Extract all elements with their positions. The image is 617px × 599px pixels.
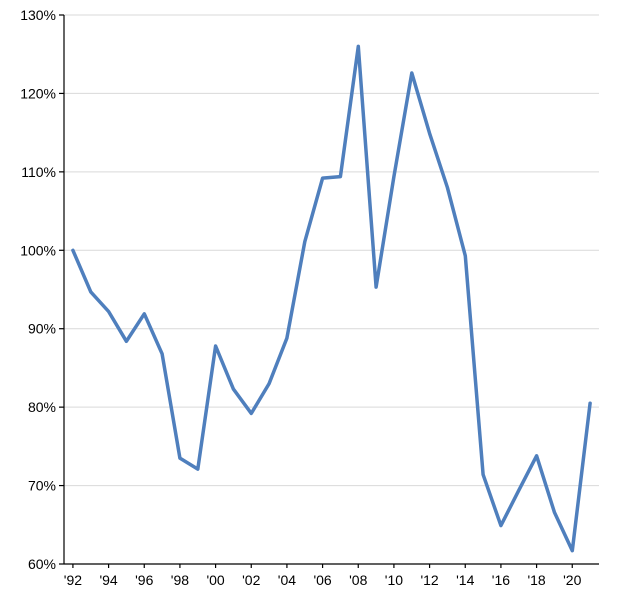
data-point bbox=[588, 401, 592, 405]
axes bbox=[59, 14, 599, 568]
data-point bbox=[107, 309, 111, 313]
y-tick-label: 60% bbox=[28, 556, 56, 572]
data-point bbox=[231, 387, 235, 391]
data-point bbox=[267, 382, 271, 386]
data-point bbox=[338, 175, 342, 179]
data-point bbox=[499, 524, 503, 528]
x-tick-label: '06 bbox=[313, 572, 331, 588]
x-tick-label: '20 bbox=[563, 572, 581, 588]
x-tick-label: '00 bbox=[206, 572, 224, 588]
data-point bbox=[160, 352, 164, 356]
y-tick-label: 100% bbox=[20, 242, 56, 258]
data-point bbox=[196, 467, 200, 471]
x-tick-label: '10 bbox=[385, 572, 403, 588]
y-axis-tick-labels: 60% 70% 80% 90% 100% 110% 120% 130% bbox=[20, 7, 56, 572]
data-point bbox=[356, 44, 360, 48]
data-point bbox=[392, 175, 396, 179]
y-tick-label: 130% bbox=[20, 7, 56, 23]
data-point bbox=[285, 336, 289, 340]
data-point bbox=[552, 510, 556, 514]
x-tick-label: '08 bbox=[349, 572, 367, 588]
x-axis-tick-labels: '92 '94 '96 '98 '00 '02 '04 '06 '08 '10 '12 '14 '16 '… bbox=[64, 572, 582, 588]
data-point bbox=[445, 186, 449, 190]
x-tick-label: '92 bbox=[64, 572, 82, 588]
x-tick-label: '16 bbox=[492, 572, 510, 588]
data-point bbox=[214, 344, 218, 348]
y-tick-label: 80% bbox=[28, 399, 56, 415]
x-tick-label: '98 bbox=[171, 572, 189, 588]
series-line bbox=[71, 44, 592, 553]
x-tick-label: '12 bbox=[420, 572, 438, 588]
data-point bbox=[374, 285, 378, 289]
data-point bbox=[71, 248, 75, 252]
y-tick-label: 70% bbox=[28, 478, 56, 494]
data-point bbox=[124, 339, 128, 343]
data-point bbox=[517, 488, 521, 492]
x-tick-label: '14 bbox=[456, 572, 474, 588]
data-point bbox=[463, 254, 467, 258]
x-tick-label: '18 bbox=[527, 572, 545, 588]
data-point bbox=[178, 456, 182, 460]
data-series bbox=[71, 44, 592, 553]
data-point bbox=[535, 454, 539, 458]
data-point bbox=[428, 131, 432, 135]
y-tick-label: 90% bbox=[28, 321, 56, 337]
data-point bbox=[321, 176, 325, 180]
data-point bbox=[249, 411, 253, 415]
data-point bbox=[481, 473, 485, 477]
data-point bbox=[89, 290, 93, 294]
y-tick-label: 120% bbox=[20, 85, 56, 101]
gridlines bbox=[64, 14, 599, 487]
x-tick-label: '96 bbox=[135, 572, 153, 588]
x-tick-label: '04 bbox=[278, 572, 296, 588]
data-point bbox=[410, 71, 414, 75]
data-point bbox=[142, 312, 146, 316]
y-tick-label: 110% bbox=[21, 164, 56, 180]
data-point bbox=[303, 240, 307, 244]
x-tick-label: '02 bbox=[242, 572, 260, 588]
x-tick-label: '94 bbox=[99, 572, 117, 588]
data-point bbox=[570, 549, 574, 553]
